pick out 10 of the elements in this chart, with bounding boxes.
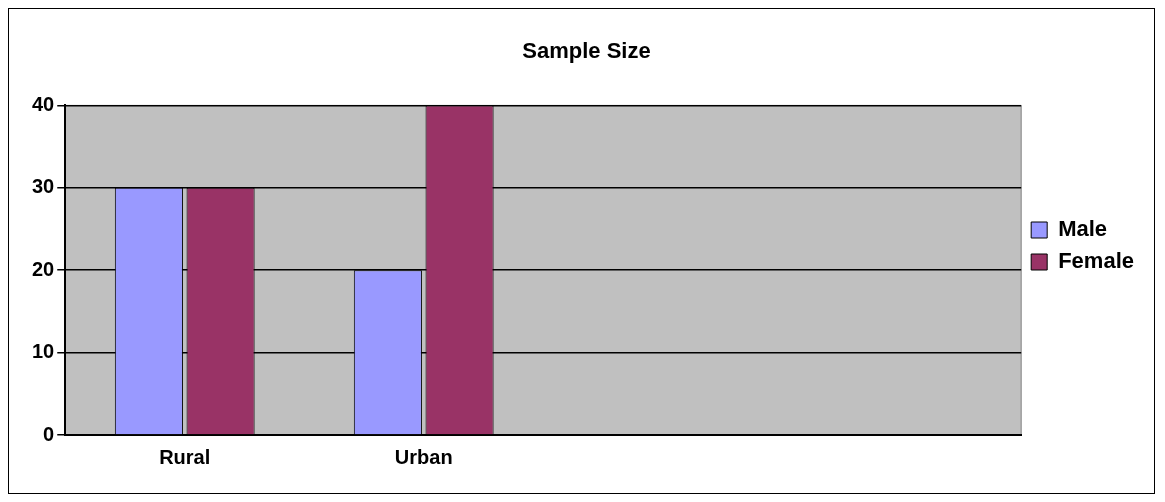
legend-label: Female [1058,248,1135,274]
y-tick-label: 40 [32,92,55,115]
y-tick-label: 20 [32,257,55,280]
y-tick-label: 0 [43,422,55,445]
legend-label: Male [1058,216,1108,242]
chart-title: Sample Size [522,38,651,64]
x-tick-label: Rural [159,445,211,468]
y-tick-label: 10 [32,340,55,363]
x-tick-label: Urban [394,445,453,468]
y-tick-label: 30 [32,175,55,198]
